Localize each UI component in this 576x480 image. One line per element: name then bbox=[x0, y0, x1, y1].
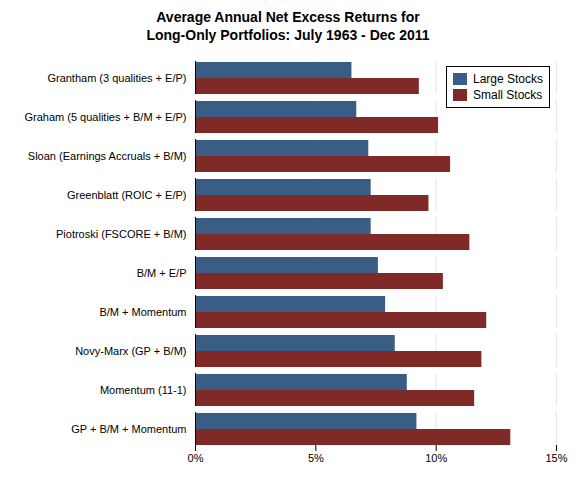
svg-text:15%: 15% bbox=[545, 452, 567, 464]
svg-text:Momentum (11-1): Momentum (11-1) bbox=[100, 384, 187, 396]
svg-text:GP + B/M + Momentum: GP + B/M + Momentum bbox=[71, 423, 186, 435]
html-text:Large Stocks: Large Stocks bbox=[473, 72, 543, 86]
svg-text:5%: 5% bbox=[308, 452, 324, 464]
svg-text:Greenblatt (ROIC + E/P): Greenblatt (ROIC + E/P) bbox=[67, 189, 187, 201]
svg-text:0%: 0% bbox=[188, 452, 204, 464]
svg-text:B/M + E/P: B/M + E/P bbox=[137, 267, 187, 279]
svg-text:Novy-Marx (GP + B/M): Novy-Marx (GP + B/M) bbox=[75, 345, 186, 357]
svg-text:Sloan (Earnings Accruals + B/M: Sloan (Earnings Accruals + B/M) bbox=[28, 150, 187, 162]
svg-text:10%: 10% bbox=[425, 452, 447, 464]
html-text:Average Annual Net Excess Retu: Average Annual Net Excess Returns for bbox=[156, 9, 420, 25]
svg-text:Graham (5 qualities + B/M + E/: Graham (5 qualities + B/M + E/P) bbox=[24, 111, 186, 123]
html-text:Small Stocks: Small Stocks bbox=[473, 88, 543, 102]
svg-text:Piotroski (FSCORE + B/M): Piotroski (FSCORE + B/M) bbox=[56, 228, 187, 240]
svg-text:Grantham (3 qualities + E/P): Grantham (3 qualities + E/P) bbox=[47, 72, 186, 84]
svg-text:B/M + Momentum: B/M + Momentum bbox=[99, 306, 186, 318]
html-text:Long-Only Portfolios: July 196: Long-Only Portfolios: July 1963 - Dec 20… bbox=[146, 27, 430, 43]
